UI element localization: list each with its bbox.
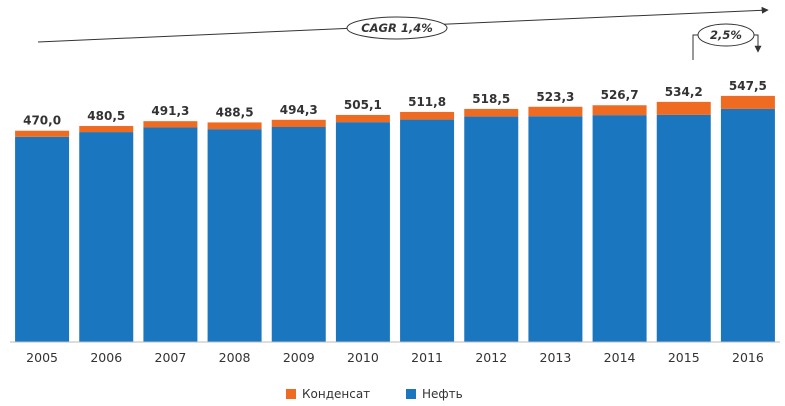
bar-oil-2008 xyxy=(207,129,262,342)
value-label-2010: 505,1 xyxy=(344,98,382,112)
bar-oil-2010 xyxy=(335,122,390,342)
bar-condensate-2015 xyxy=(656,101,711,115)
bar-condensate-2009 xyxy=(271,119,326,128)
bar-condensate-2008 xyxy=(207,122,262,130)
bar-condensate-2005 xyxy=(15,130,70,137)
value-label-2013: 523,3 xyxy=(536,90,574,104)
value-label-2006: 480,5 xyxy=(87,109,125,123)
bar-oil-2011 xyxy=(400,119,455,342)
x-tick-2013: 2013 xyxy=(540,350,572,365)
value-label-2009: 494,3 xyxy=(280,103,318,117)
legend-swatch-condensate xyxy=(286,389,296,399)
bar-oil-2012 xyxy=(464,116,519,343)
bar-condensate-2010 xyxy=(335,114,390,123)
value-label-2014: 526,7 xyxy=(601,88,639,102)
value-label-2012: 518,5 xyxy=(472,92,510,106)
bar-condensate-2013 xyxy=(528,106,583,117)
bar-oil-2009 xyxy=(271,127,326,342)
bar-oil-2013 xyxy=(528,116,583,342)
bar-condensate-2012 xyxy=(464,108,519,117)
bar-condensate-2016 xyxy=(720,95,775,109)
x-ticks-group: 2005 2006 2007 2008 2009 2010 2011 2012 2013 2014… xyxy=(26,350,764,365)
value-label-2015: 534,2 xyxy=(665,85,703,99)
x-tick-2005: 2005 xyxy=(26,350,58,365)
x-tick-2011: 2011 xyxy=(411,350,443,365)
legend-label-condensate: Конденсат xyxy=(302,387,370,401)
x-tick-2008: 2008 xyxy=(219,350,251,365)
bars-group xyxy=(15,95,775,343)
x-tick-2012: 2012 xyxy=(475,350,507,365)
bar-condensate-2011 xyxy=(400,111,455,120)
value-label-2008: 488,5 xyxy=(216,105,254,119)
legend-swatch-oil xyxy=(406,389,416,399)
value-label-2007: 491,3 xyxy=(151,104,189,118)
bar-condensate-2014 xyxy=(592,105,647,116)
growth-label: 2,5% xyxy=(710,28,742,42)
bar-oil-2014 xyxy=(592,115,647,342)
x-tick-2015: 2015 xyxy=(668,350,700,365)
value-label-2005: 470,0 xyxy=(23,114,61,128)
bar-oil-2015 xyxy=(656,114,711,342)
cagr-label: CAGR 1,4% xyxy=(361,21,433,35)
value-label-2011: 511,8 xyxy=(408,95,446,109)
growth-badge xyxy=(697,23,755,47)
x-tick-2009: 2009 xyxy=(283,350,315,365)
x-tick-2007: 2007 xyxy=(155,350,187,365)
x-tick-2014: 2014 xyxy=(604,350,636,365)
bar-oil-2005 xyxy=(15,136,70,342)
value-labels-group: 470,0 480,5 491,3 488,5 494,3 505,1 511,8 518,5… xyxy=(23,79,767,128)
bar-oil-2016 xyxy=(720,108,775,342)
bar-oil-2006 xyxy=(79,132,134,342)
x-tick-2010: 2010 xyxy=(347,350,379,365)
x-tick-2016: 2016 xyxy=(732,350,764,365)
legend-label-oil: Нефть xyxy=(422,387,463,401)
bar-condensate-2006 xyxy=(79,126,134,133)
cagr-badge xyxy=(346,16,448,40)
value-label-2016: 547,5 xyxy=(729,79,767,93)
x-tick-2006: 2006 xyxy=(90,350,122,365)
legend: Конденсат Нефть xyxy=(286,387,463,401)
bar-oil-2007 xyxy=(143,127,198,343)
bar-condensate-2007 xyxy=(143,121,198,128)
